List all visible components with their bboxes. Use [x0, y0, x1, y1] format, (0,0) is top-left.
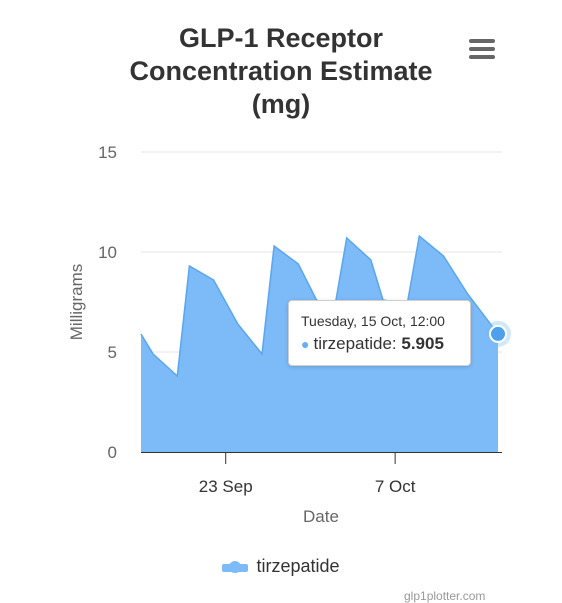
legend-label: tirzepatide: [256, 556, 340, 576]
x-tick-label-1: 7 Oct: [375, 477, 416, 496]
y-tick-label-10: 10: [98, 243, 117, 262]
chart-plot: 0 5 10 15 23 Sep 7 Oct Milligrams Date: [67, 143, 511, 526]
x-tick-label-0: 23 Sep: [199, 477, 253, 496]
x-axis-title: Date: [303, 507, 339, 526]
tooltip-date: Tuesday, 15 Oct, 12:00: [301, 313, 445, 329]
y-tick-label-15: 15: [98, 143, 117, 162]
chart-title: GLP-1 Receptor Concentration Estimate (m…: [129, 23, 433, 119]
y-tick-label-0: 0: [108, 443, 117, 462]
legend-item-tirzepatide[interactable]: tirzepatide: [222, 556, 340, 577]
tooltip-value: 5.905: [401, 334, 444, 353]
tooltip-series-name: tirzepatide: [313, 334, 392, 353]
highlight-point: [489, 324, 507, 343]
y-tick-label-5: 5: [108, 343, 117, 362]
tooltip-row: ● tirzepatide: 5.905: [301, 334, 458, 354]
tooltip-bullet-icon: ●: [301, 336, 310, 352]
tooltip: Tuesday, 15 Oct, 12:00 ● tirzepatide: 5.9…: [288, 300, 471, 366]
hamburger-menu-icon[interactable]: [466, 36, 498, 64]
tooltip-separator: :: [391, 334, 402, 353]
credits-link[interactable]: glp1plotter.com: [404, 589, 486, 603]
legend: tirzepatide: [0, 556, 562, 579]
y-axis-title: Milligrams: [67, 264, 86, 341]
legend-area-icon: [222, 560, 249, 574]
